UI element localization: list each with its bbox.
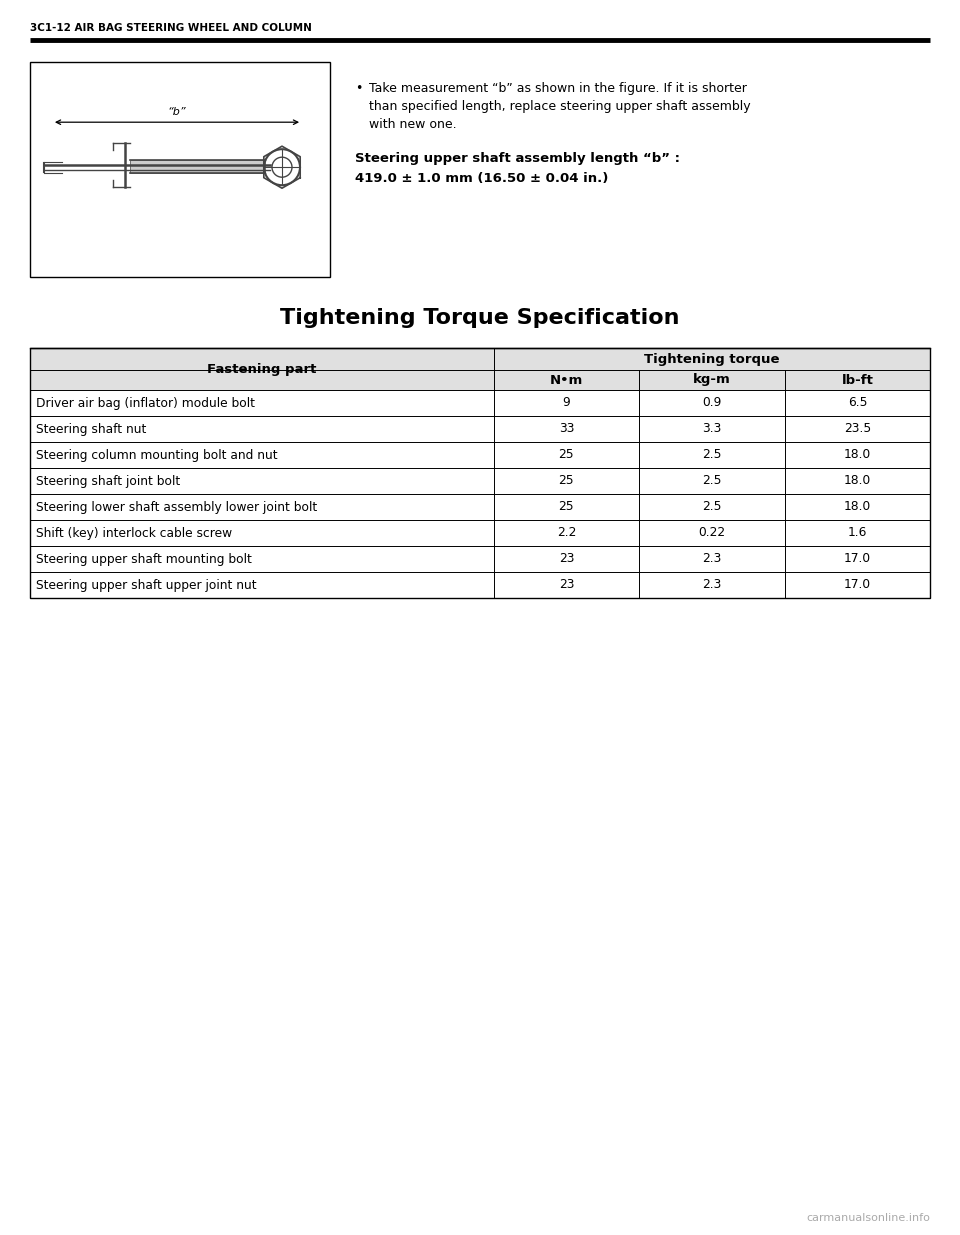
Text: Steering shaft joint bolt: Steering shaft joint bolt bbox=[36, 474, 180, 488]
Text: 9: 9 bbox=[563, 396, 570, 410]
Text: Steering upper shaft assembly length “b” :: Steering upper shaft assembly length “b”… bbox=[355, 152, 680, 165]
Text: with new one.: with new one. bbox=[369, 119, 457, 131]
Text: than specified length, replace steering upper shaft assembly: than specified length, replace steering … bbox=[369, 100, 751, 112]
Text: 25: 25 bbox=[559, 500, 574, 514]
Text: 18.0: 18.0 bbox=[844, 500, 871, 514]
Text: Tightening Torque Specification: Tightening Torque Specification bbox=[280, 308, 680, 329]
Text: 0.9: 0.9 bbox=[703, 396, 722, 410]
Text: 25: 25 bbox=[559, 474, 574, 488]
Text: Steering column mounting bolt and nut: Steering column mounting bolt and nut bbox=[36, 448, 277, 462]
Text: 23.5: 23.5 bbox=[844, 422, 871, 436]
Text: Driver air bag (inflator) module bolt: Driver air bag (inflator) module bolt bbox=[36, 396, 255, 410]
Text: kg-m: kg-m bbox=[693, 373, 732, 387]
Text: Steering shaft nut: Steering shaft nut bbox=[36, 422, 146, 436]
Bar bbox=[493, 348, 930, 370]
Bar bbox=[30, 348, 930, 598]
Text: 3.3: 3.3 bbox=[703, 422, 722, 436]
Text: 2.5: 2.5 bbox=[703, 474, 722, 488]
FancyBboxPatch shape bbox=[130, 161, 265, 173]
Text: Steering upper shaft upper joint nut: Steering upper shaft upper joint nut bbox=[36, 578, 256, 592]
Text: lb-ft: lb-ft bbox=[842, 373, 874, 387]
Text: Fastening part: Fastening part bbox=[207, 363, 317, 375]
Text: N•m: N•m bbox=[550, 373, 583, 387]
Text: Shift (key) interlock cable screw: Shift (key) interlock cable screw bbox=[36, 526, 232, 540]
Text: 2.3: 2.3 bbox=[703, 552, 722, 566]
Text: 2.3: 2.3 bbox=[703, 578, 722, 592]
Text: 18.0: 18.0 bbox=[844, 474, 871, 488]
Bar bbox=[30, 62, 330, 277]
Bar bbox=[493, 370, 930, 390]
Text: 1.6: 1.6 bbox=[848, 526, 867, 540]
Text: 2.5: 2.5 bbox=[703, 448, 722, 462]
Text: 17.0: 17.0 bbox=[844, 552, 871, 566]
Bar bbox=[30, 348, 493, 390]
Text: carmanualsonline.info: carmanualsonline.info bbox=[806, 1213, 930, 1223]
Text: 18.0: 18.0 bbox=[844, 448, 871, 462]
Text: Tightening torque: Tightening torque bbox=[644, 352, 780, 366]
Text: 23: 23 bbox=[559, 578, 574, 592]
Text: 419.0 ± 1.0 mm (16.50 ± 0.04 in.): 419.0 ± 1.0 mm (16.50 ± 0.04 in.) bbox=[355, 172, 609, 185]
Text: 33: 33 bbox=[559, 422, 574, 436]
Text: 17.0: 17.0 bbox=[844, 578, 871, 592]
Text: 0.22: 0.22 bbox=[699, 526, 726, 540]
Text: •: • bbox=[355, 82, 362, 95]
Text: 25: 25 bbox=[559, 448, 574, 462]
Text: Steering lower shaft assembly lower joint bolt: Steering lower shaft assembly lower join… bbox=[36, 500, 317, 514]
Text: Take measurement “b” as shown in the figure. If it is shorter: Take measurement “b” as shown in the fig… bbox=[369, 82, 747, 95]
Text: 3C1-12 AIR BAG STEERING WHEEL AND COLUMN: 3C1-12 AIR BAG STEERING WHEEL AND COLUMN bbox=[30, 23, 312, 33]
Text: 2.2: 2.2 bbox=[557, 526, 576, 540]
Text: “b”: “b” bbox=[168, 107, 186, 117]
Text: Steering upper shaft mounting bolt: Steering upper shaft mounting bolt bbox=[36, 552, 252, 566]
Text: 2.5: 2.5 bbox=[703, 500, 722, 514]
Text: 6.5: 6.5 bbox=[848, 396, 867, 410]
Text: 23: 23 bbox=[559, 552, 574, 566]
